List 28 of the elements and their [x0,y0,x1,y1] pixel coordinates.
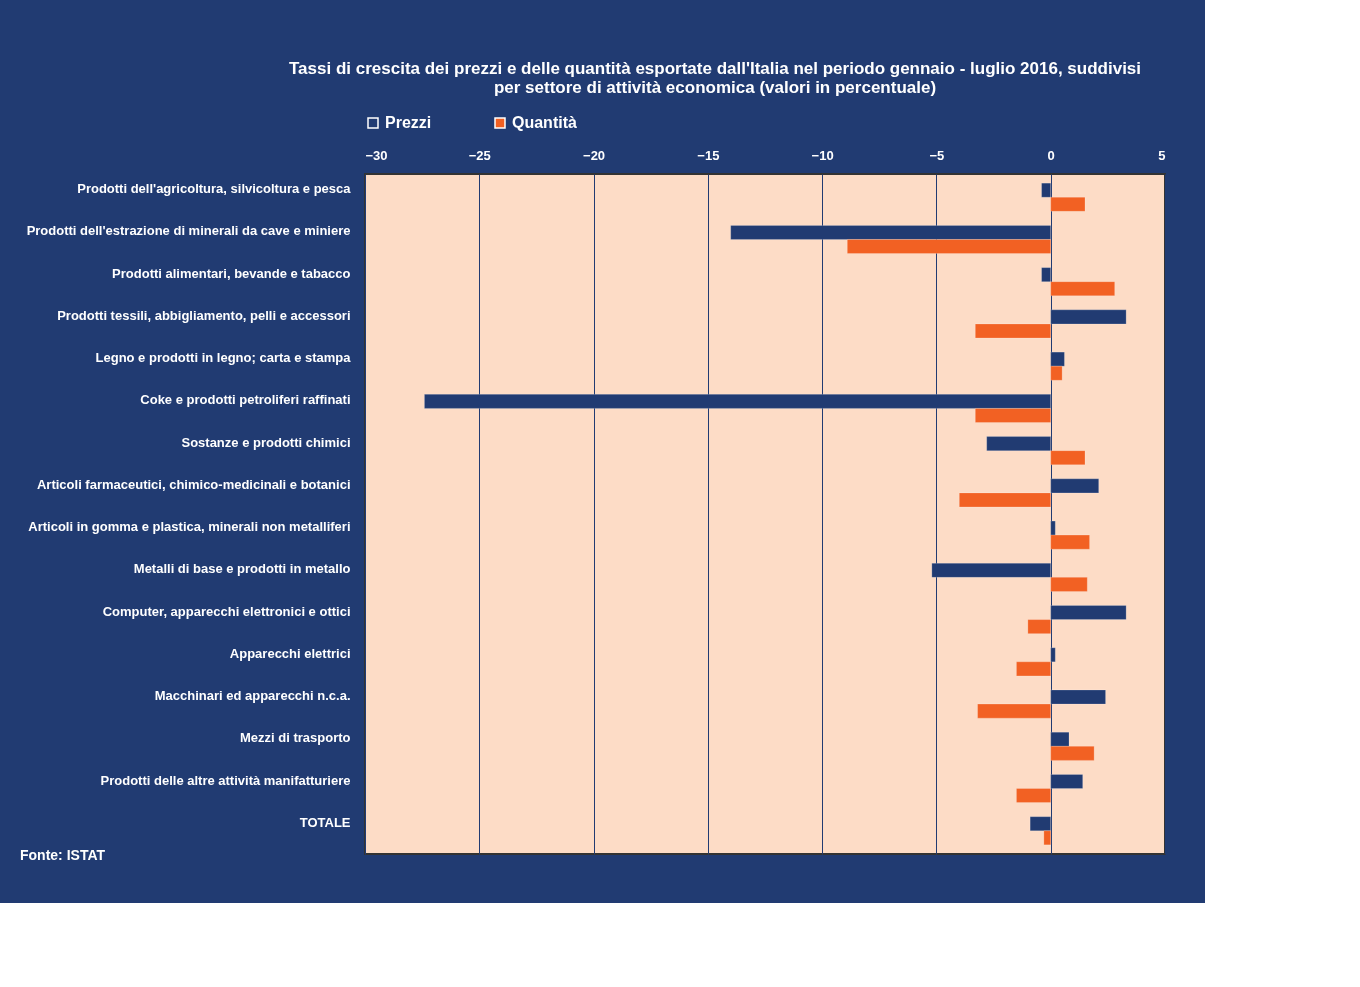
y-tick-label: Prodotti tessili, abbigliamento, pelli e accessori [57,307,351,323]
y-tick-label: Coke e prodotti petroliferi raffinati [140,392,351,408]
y-tick-label: Legno e prodotti in legno; carta e stampa [95,350,352,366]
x-tick-label: −30 [365,147,388,163]
y-tick-label: Prodotti delle altre attività manifatturiere [100,772,351,788]
y-tick-label: Computer, apparecchi elettronici e ottici [102,603,351,619]
y-tick-label: Sostanze e prodotti chimici [181,434,351,450]
y-tick-label: TOTALE [299,814,351,830]
x-tick-label: 0 [1047,147,1055,163]
y-tick-label: Articoli in gomma e plastica, minerali non metalliferi [28,519,351,535]
y-tick-label: Apparecchi elettrici [229,645,351,661]
y-tick-label: Prodotti dell'estrazione di minerali da cave e miniere [26,223,351,239]
source-note: Fonte: ISTAT [20,847,106,863]
chart-title: Tassi di crescita dei prezzi e delle quantità esportate dall'Italia nel periodo gennaio - luglio 2016, suddivisi per settore di attività economica (valori in percentuale) [288,59,1142,97]
y-tick-label: Prodotti dell'agricoltura, silvicoltura e pesca [77,181,352,197]
y-tick-label: Macchinari ed apparecchi n.c.a. [154,688,351,704]
x-tick-label: −15 [697,147,720,163]
legend-label: Prezzi [385,114,432,131]
x-tick-label: −5 [929,147,945,163]
x-tick-label: −25 [468,147,491,163]
y-tick-label: Articoli farmaceutici, chimico-medicinali e botanici [36,476,351,492]
y-tick-label: Prodotti alimentari, bevande e tabacco [112,265,351,281]
x-tick-label: −20 [583,147,606,163]
x-tick-label: 5 [1158,147,1166,163]
x-tick-label: −10 [811,147,834,163]
y-tick-label: Mezzi di trasporto [239,730,351,746]
legend-label: Quantità [512,114,577,131]
y-tick-label: Metalli di base e prodotti in metallo [133,561,351,577]
